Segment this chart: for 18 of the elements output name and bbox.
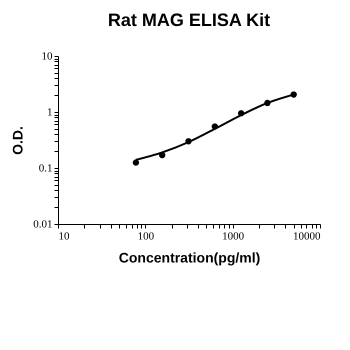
x-tick-label: 100	[138, 230, 155, 242]
point	[132, 159, 140, 166]
x-tick-label: 10	[58, 230, 70, 242]
x-tick-label: 1000	[222, 230, 245, 242]
y-axis-title: O.D.	[9, 126, 26, 155]
chart-title: Rat MAG ELISA Kit	[108, 10, 270, 30]
y-tick-label: 1	[47, 106, 52, 118]
point	[159, 152, 166, 158]
y-tick-label: 10	[42, 50, 53, 62]
point	[238, 110, 244, 116]
x-axis-title: Concentration(pg/ml)	[118, 250, 260, 266]
x-tick-label: 10000	[293, 230, 321, 242]
point	[264, 100, 271, 106]
point	[290, 91, 297, 98]
point	[185, 138, 192, 144]
y-tick-label: 0.01	[33, 218, 52, 230]
y-tick-label: 0.1	[38, 162, 52, 174]
point	[212, 123, 218, 130]
